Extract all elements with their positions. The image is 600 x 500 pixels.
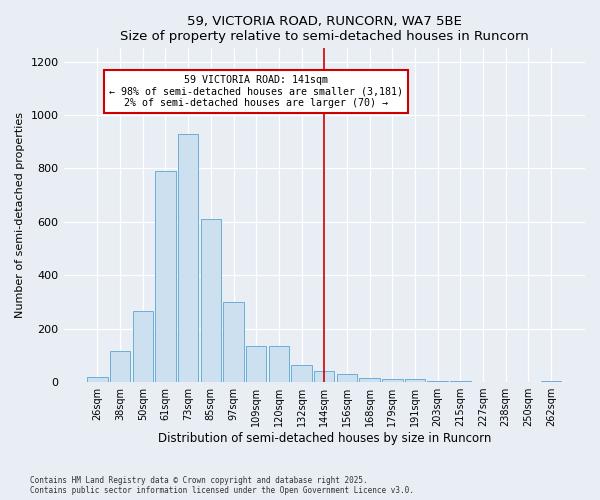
- Bar: [427, 380, 448, 382]
- Bar: [405, 380, 425, 382]
- Bar: [314, 372, 334, 382]
- Text: 59 VICTORIA ROAD: 141sqm
← 98% of semi-detached houses are smaller (3,181)
2% of: 59 VICTORIA ROAD: 141sqm ← 98% of semi-d…: [109, 75, 403, 108]
- Bar: [200, 219, 221, 382]
- Bar: [382, 380, 403, 382]
- Bar: [337, 374, 357, 382]
- Text: Contains HM Land Registry data © Crown copyright and database right 2025.
Contai: Contains HM Land Registry data © Crown c…: [30, 476, 414, 495]
- Bar: [110, 352, 130, 382]
- Bar: [269, 346, 289, 382]
- Bar: [223, 302, 244, 382]
- X-axis label: Distribution of semi-detached houses by size in Runcorn: Distribution of semi-detached houses by …: [158, 432, 491, 445]
- Bar: [359, 378, 380, 382]
- Y-axis label: Number of semi-detached properties: Number of semi-detached properties: [15, 112, 25, 318]
- Bar: [133, 312, 153, 382]
- Bar: [178, 134, 199, 382]
- Title: 59, VICTORIA ROAD, RUNCORN, WA7 5BE
Size of property relative to semi-detached h: 59, VICTORIA ROAD, RUNCORN, WA7 5BE Size…: [120, 15, 529, 43]
- Bar: [541, 380, 561, 382]
- Bar: [155, 171, 176, 382]
- Bar: [292, 364, 312, 382]
- Bar: [246, 346, 266, 382]
- Bar: [450, 380, 470, 382]
- Bar: [87, 376, 107, 382]
